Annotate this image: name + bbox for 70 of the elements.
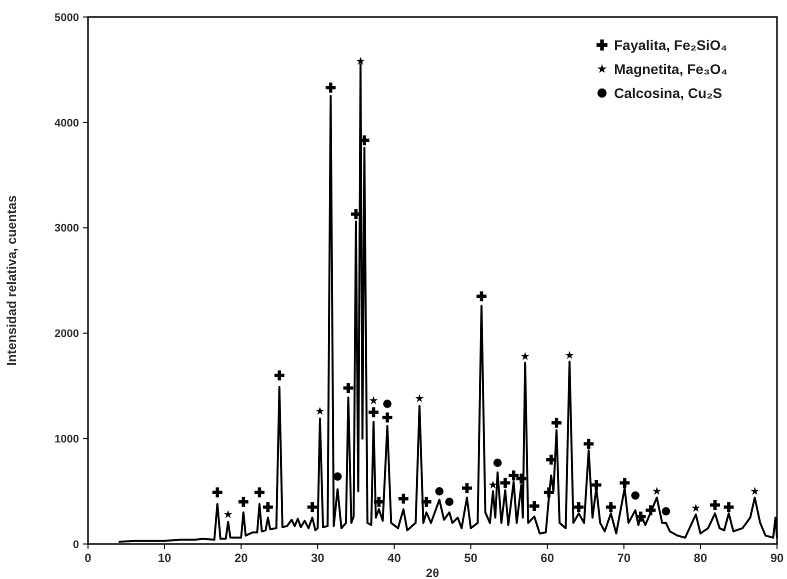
point: [750, 486, 760, 495]
point: [369, 396, 378, 404]
point: [552, 418, 562, 428]
point: [333, 472, 342, 481]
x-tick-label: 50: [464, 551, 478, 565]
legend-label: Fayalita, Fe₂SiO₄: [614, 36, 728, 53]
y-tick-label: 1000: [54, 433, 79, 446]
point: [574, 502, 584, 512]
point: [710, 500, 720, 510]
point: [508, 470, 519, 480]
x-tick-label: 60: [540, 551, 554, 565]
point: [316, 406, 324, 415]
point: [254, 487, 264, 498]
point: [652, 486, 662, 495]
point: [516, 474, 526, 484]
y-tick-label: 2000: [54, 328, 79, 340]
point: [584, 438, 594, 449]
point: [500, 478, 510, 488]
point: [606, 502, 616, 512]
point: [262, 502, 273, 512]
point: [368, 407, 379, 418]
point: [724, 502, 734, 512]
point: [238, 496, 248, 507]
point: [326, 82, 336, 93]
x-tick-label: 80: [694, 551, 708, 565]
y-tick-label: 5000: [54, 12, 79, 24]
x-tick-label: 20: [234, 551, 248, 565]
point: [546, 454, 556, 465]
point: [343, 383, 354, 393]
point: [529, 501, 540, 512]
point: [493, 458, 502, 468]
y-tick-label: 3000: [54, 222, 79, 235]
y-axis-title: Intensidad relativa, cuentas: [4, 195, 19, 366]
point: [359, 135, 370, 146]
point: [383, 400, 392, 408]
point: [224, 510, 232, 518]
x-tick-label: 0: [84, 551, 92, 565]
point: [620, 478, 630, 488]
point: [398, 494, 408, 504]
point: [544, 487, 554, 498]
point: [631, 491, 640, 500]
point: [462, 483, 472, 494]
point: [274, 370, 284, 380]
x-tick-label: 40: [388, 551, 402, 565]
legend-label: Calcosina, Cu₂S: [614, 84, 722, 101]
point: [445, 498, 454, 506]
point: [591, 480, 602, 490]
point: [476, 291, 486, 302]
x-tick-label: 30: [310, 551, 325, 565]
x-tick-label: 70: [617, 551, 631, 565]
legend-label: Magnetita, Fe₃O₄: [614, 60, 728, 77]
y-tick-label: 4000: [54, 117, 79, 130]
point: [374, 496, 384, 507]
x-tick-label: 90: [770, 551, 784, 565]
point: [421, 496, 432, 507]
point: [662, 507, 670, 516]
y-tick-label: 0: [72, 538, 79, 551]
point: [356, 56, 365, 65]
point: [435, 487, 444, 496]
point: [692, 504, 700, 512]
point: [636, 512, 646, 522]
point: [382, 412, 392, 422]
point: [565, 350, 574, 359]
x-axis-title: 2θ: [426, 566, 440, 579]
point: [646, 505, 656, 516]
point: [212, 487, 222, 498]
x-tick-label: 10: [158, 551, 172, 565]
point: [520, 352, 530, 360]
point: [415, 394, 424, 402]
point: [307, 502, 318, 512]
